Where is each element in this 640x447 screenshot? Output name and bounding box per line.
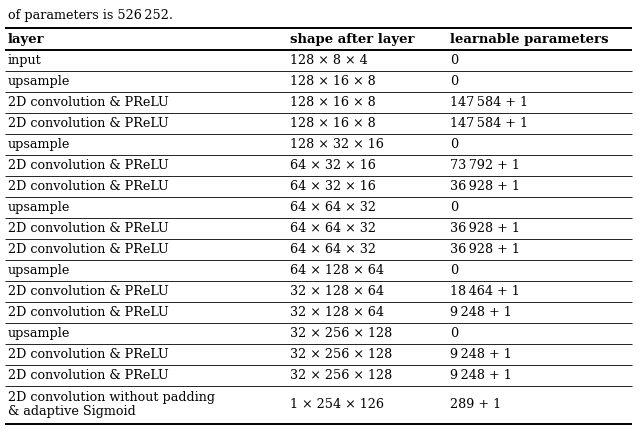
Text: 9 248 + 1: 9 248 + 1 — [450, 306, 512, 319]
Text: 2D convolution & PReLU: 2D convolution & PReLU — [8, 285, 169, 298]
Text: 73 792 + 1: 73 792 + 1 — [450, 159, 520, 172]
Text: 289 + 1: 289 + 1 — [450, 398, 501, 412]
Text: 36 928 + 1: 36 928 + 1 — [450, 222, 520, 235]
Text: 2D convolution & PReLU: 2D convolution & PReLU — [8, 159, 169, 172]
Text: 0: 0 — [450, 75, 458, 88]
Text: 2D convolution & PReLU: 2D convolution & PReLU — [8, 180, 169, 193]
Text: 128 × 16 × 8: 128 × 16 × 8 — [290, 117, 376, 130]
Text: 64 × 128 × 64: 64 × 128 × 64 — [290, 264, 384, 277]
Text: 0: 0 — [450, 138, 458, 151]
Text: upsample: upsample — [8, 201, 70, 214]
Text: 9 248 + 1: 9 248 + 1 — [450, 369, 512, 382]
Text: 147 584 + 1: 147 584 + 1 — [450, 117, 528, 130]
Text: 2D convolution & PReLU: 2D convolution & PReLU — [8, 222, 169, 235]
Text: learnable parameters: learnable parameters — [450, 33, 609, 46]
Text: 1 × 254 × 126: 1 × 254 × 126 — [290, 398, 384, 412]
Text: layer: layer — [8, 33, 45, 46]
Text: 2D convolution & PReLU: 2D convolution & PReLU — [8, 117, 169, 130]
Text: & adaptive Sigmoid: & adaptive Sigmoid — [8, 405, 136, 418]
Text: 64 × 64 × 32: 64 × 64 × 32 — [290, 222, 376, 235]
Text: upsample: upsample — [8, 327, 70, 340]
Text: 32 × 256 × 128: 32 × 256 × 128 — [290, 348, 392, 361]
Text: 64 × 64 × 32: 64 × 64 × 32 — [290, 201, 376, 214]
Text: 64 × 32 × 16: 64 × 32 × 16 — [290, 159, 376, 172]
Text: 64 × 64 × 32: 64 × 64 × 32 — [290, 243, 376, 256]
Text: 64 × 32 × 16: 64 × 32 × 16 — [290, 180, 376, 193]
Text: 128 × 8 × 4: 128 × 8 × 4 — [290, 54, 368, 67]
Text: 9 248 + 1: 9 248 + 1 — [450, 348, 512, 361]
Text: upsample: upsample — [8, 138, 70, 151]
Text: 2D convolution without padding: 2D convolution without padding — [8, 391, 215, 404]
Text: 0: 0 — [450, 201, 458, 214]
Text: 32 × 256 × 128: 32 × 256 × 128 — [290, 327, 392, 340]
Text: 2D convolution & PReLU: 2D convolution & PReLU — [8, 96, 169, 109]
Text: shape after layer: shape after layer — [290, 33, 415, 46]
Text: 2D convolution & PReLU: 2D convolution & PReLU — [8, 369, 169, 382]
Text: 2D convolution & PReLU: 2D convolution & PReLU — [8, 348, 169, 361]
Text: 36 928 + 1: 36 928 + 1 — [450, 180, 520, 193]
Text: 18 464 + 1: 18 464 + 1 — [450, 285, 520, 298]
Text: 0: 0 — [450, 264, 458, 277]
Text: upsample: upsample — [8, 264, 70, 277]
Text: 32 × 128 × 64: 32 × 128 × 64 — [290, 306, 384, 319]
Text: input: input — [8, 54, 42, 67]
Text: 128 × 32 × 16: 128 × 32 × 16 — [290, 138, 384, 151]
Text: upsample: upsample — [8, 75, 70, 88]
Text: 147 584 + 1: 147 584 + 1 — [450, 96, 528, 109]
Text: 32 × 256 × 128: 32 × 256 × 128 — [290, 369, 392, 382]
Text: 0: 0 — [450, 327, 458, 340]
Text: of parameters is 526 252.: of parameters is 526 252. — [8, 9, 173, 22]
Text: 2D convolution & PReLU: 2D convolution & PReLU — [8, 243, 169, 256]
Text: 2D convolution & PReLU: 2D convolution & PReLU — [8, 306, 169, 319]
Text: 0: 0 — [450, 54, 458, 67]
Text: 32 × 128 × 64: 32 × 128 × 64 — [290, 285, 384, 298]
Text: 128 × 16 × 8: 128 × 16 × 8 — [290, 75, 376, 88]
Text: 128 × 16 × 8: 128 × 16 × 8 — [290, 96, 376, 109]
Text: 36 928 + 1: 36 928 + 1 — [450, 243, 520, 256]
